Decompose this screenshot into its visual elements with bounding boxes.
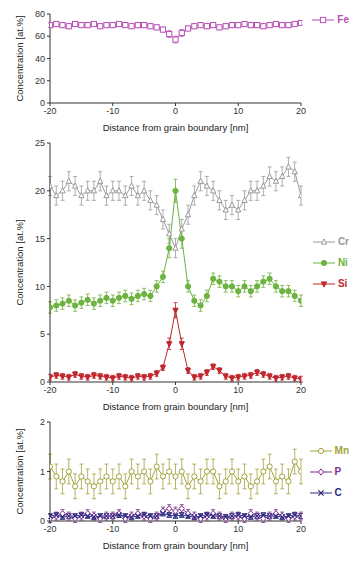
html-text:Mn: Mn	[334, 445, 349, 456]
svg-text:-10: -10	[106, 385, 119, 395]
svg-text:0: 0	[40, 377, 45, 387]
svg-text:10: 10	[233, 524, 243, 534]
svg-text:5: 5	[40, 329, 45, 339]
svg-text:0: 0	[40, 516, 45, 526]
svg-text:1: 1	[40, 467, 45, 477]
svg-text:-10: -10	[106, 524, 119, 534]
html-text:Fe: Fe	[337, 14, 349, 25]
svg-text:Concentration [at.%]: Concentration [at.%]	[14, 428, 25, 514]
svg-text:10: 10	[233, 106, 243, 116]
svg-text:80: 80	[35, 9, 45, 19]
svg-text:40: 40	[35, 54, 45, 64]
svg-text:15: 15	[35, 234, 45, 244]
html-text:Cr: Cr	[337, 236, 349, 247]
svg-text:20: 20	[296, 385, 306, 395]
svg-text:-20: -20	[43, 524, 56, 534]
svg-text:20: 20	[35, 186, 45, 196]
svg-text:0: 0	[173, 106, 178, 116]
svg-text:Concentration [at.%]: Concentration [at.%]	[14, 15, 25, 101]
svg-text:10: 10	[233, 385, 243, 395]
svg-text:20: 20	[296, 524, 306, 534]
svg-text:60: 60	[35, 31, 45, 41]
svg-text:20: 20	[35, 76, 45, 86]
svg-text:0: 0	[173, 385, 178, 395]
svg-text:0: 0	[173, 524, 178, 534]
svg-text:-20: -20	[43, 106, 56, 116]
svg-text:2: 2	[40, 417, 45, 427]
html-text:P: P	[334, 466, 342, 477]
svg-text:25: 25	[35, 138, 45, 148]
svg-text:Distance from grain boundary [: Distance from grain boundary [nm]	[103, 401, 249, 412]
svg-text:0: 0	[40, 98, 45, 108]
svg-text:Concentration [at.%]: Concentration [at.%]	[14, 219, 25, 305]
svg-text:-10: -10	[106, 106, 119, 116]
svg-text:20: 20	[296, 106, 306, 116]
html-text:C: C	[334, 487, 342, 498]
svg-text:Distance from grain boundary [: Distance from grain boundary [nm]	[103, 122, 249, 133]
html-text:Si: Si	[337, 278, 348, 289]
html-text:Ni: Ni	[337, 257, 348, 268]
svg-text:10: 10	[35, 282, 45, 292]
svg-text:Distance from grain boundary [: Distance from grain boundary [nm]	[103, 540, 249, 551]
svg-text:-20: -20	[43, 385, 56, 395]
